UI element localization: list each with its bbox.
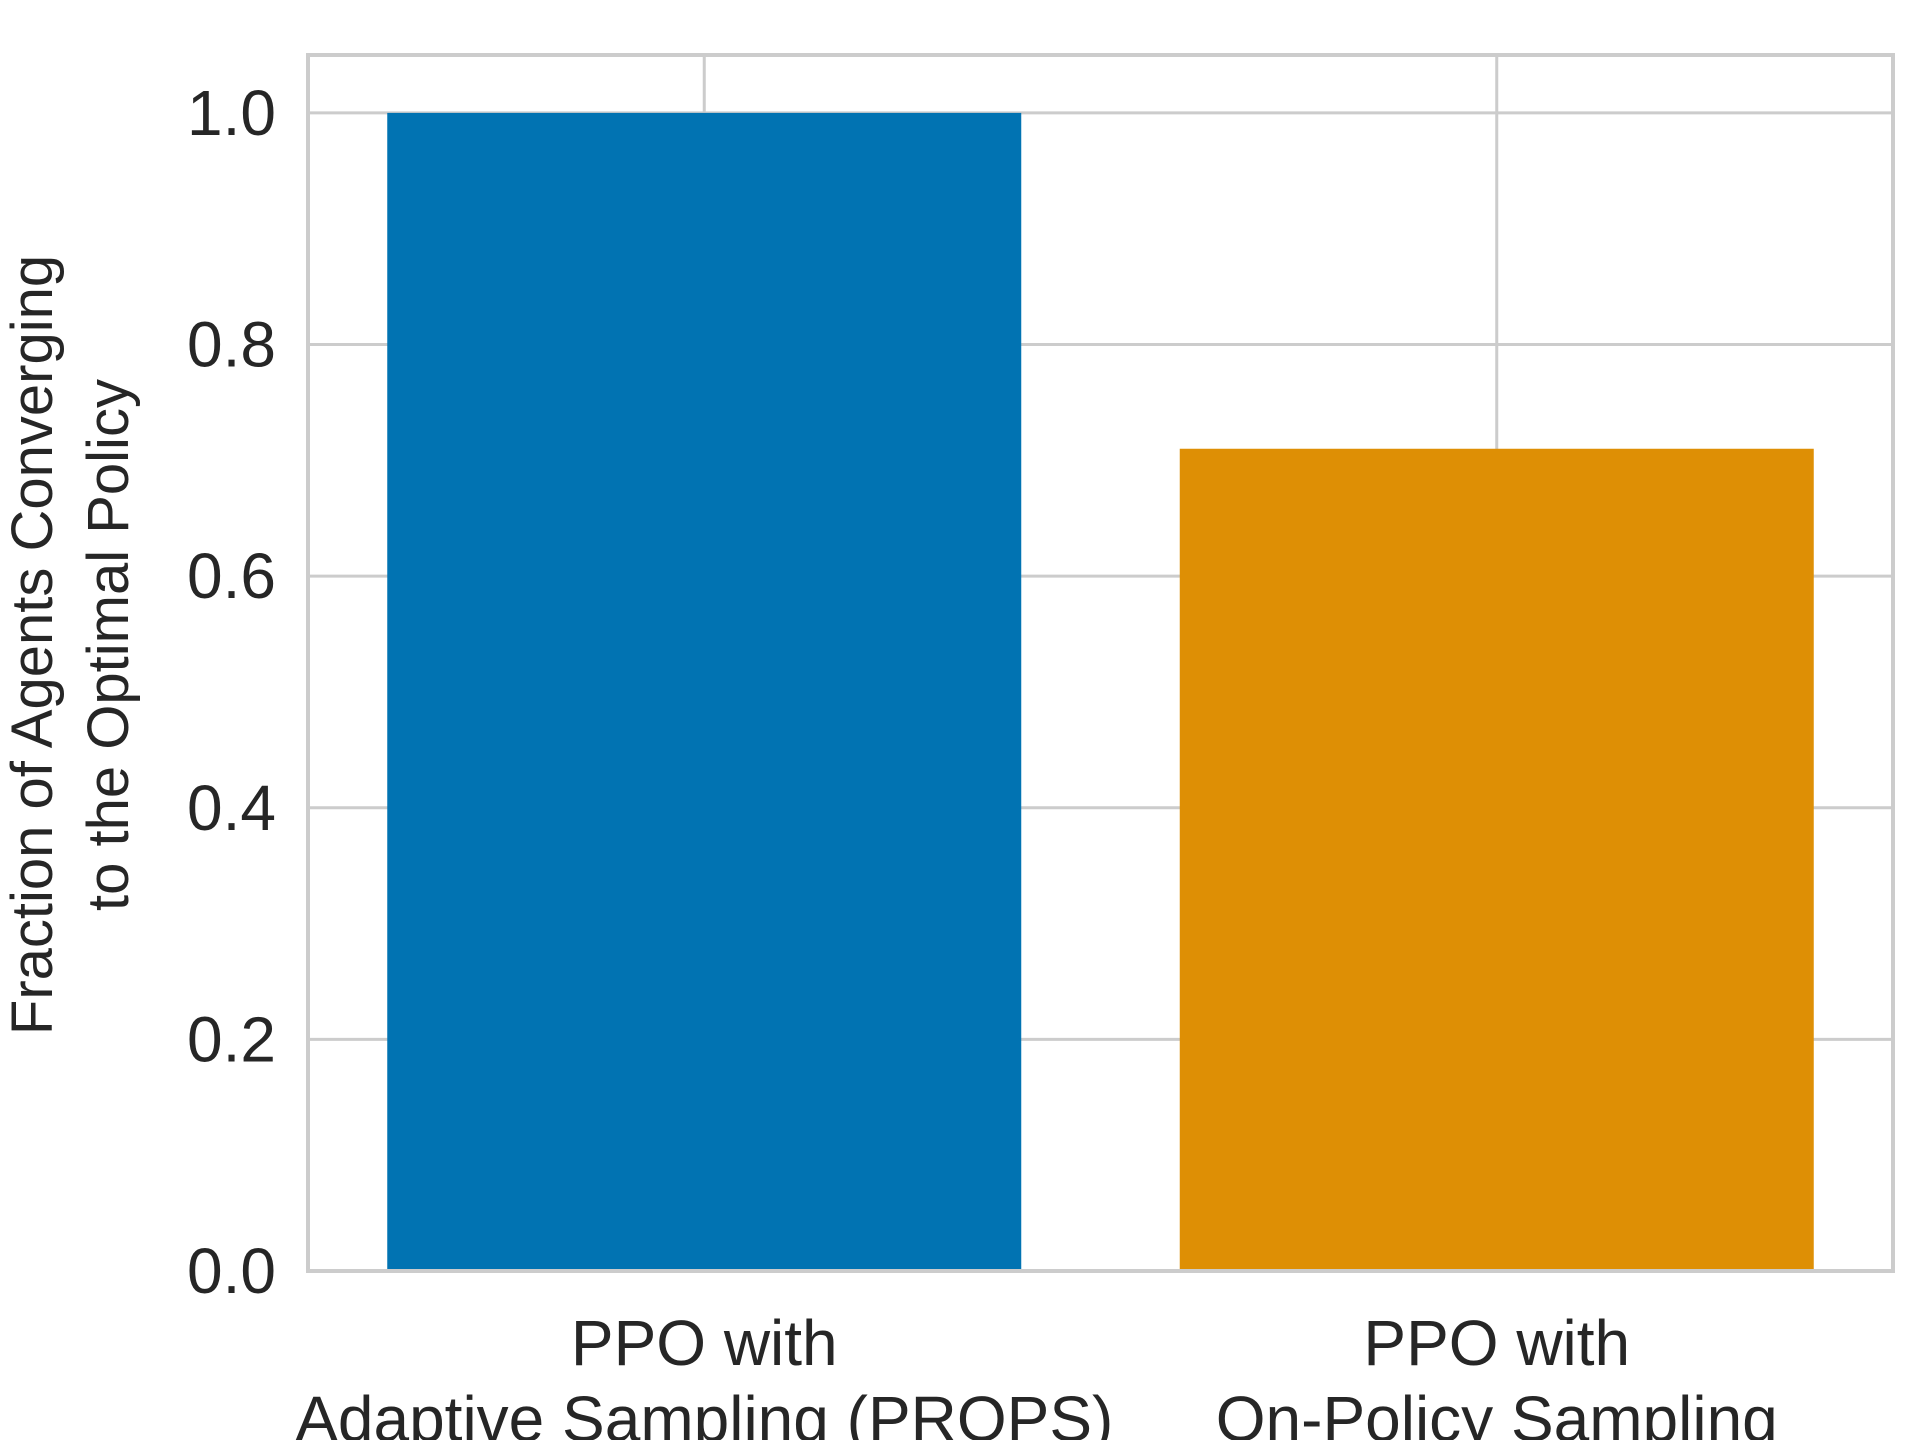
bars bbox=[387, 112, 1814, 1271]
plot-frame bbox=[306, 53, 1895, 1273]
y-tick-label: 0.6 bbox=[187, 540, 276, 612]
x-tick-labels: PPO with Adaptive Sampling (PROPS) PPO wit… bbox=[295, 1307, 1778, 1440]
y-axis-label: Fraction of Agents Converging to the Opti… bbox=[0, 255, 141, 1035]
y-tick-labels: 0.0 0.2 0.4 0.6 0.8 1.0 bbox=[187, 77, 276, 1307]
y-axis-title: Fraction of Agents Converging to the Opti… bbox=[0, 255, 141, 1035]
y-tick-label: 0.4 bbox=[187, 772, 276, 844]
bar bbox=[387, 112, 1022, 1271]
bar bbox=[1179, 448, 1814, 1271]
x-tick-label: PPO with On-Policy Sampling bbox=[1216, 1307, 1778, 1440]
y-tick-label: 0.8 bbox=[187, 309, 276, 381]
y-tick-label: 1.0 bbox=[187, 77, 276, 149]
x-tick-label: PPO with Adaptive Sampling (PROPS) bbox=[295, 1307, 1113, 1440]
y-tick-label: 0.2 bbox=[187, 1003, 276, 1075]
y-tick-label: 0.0 bbox=[187, 1235, 276, 1307]
